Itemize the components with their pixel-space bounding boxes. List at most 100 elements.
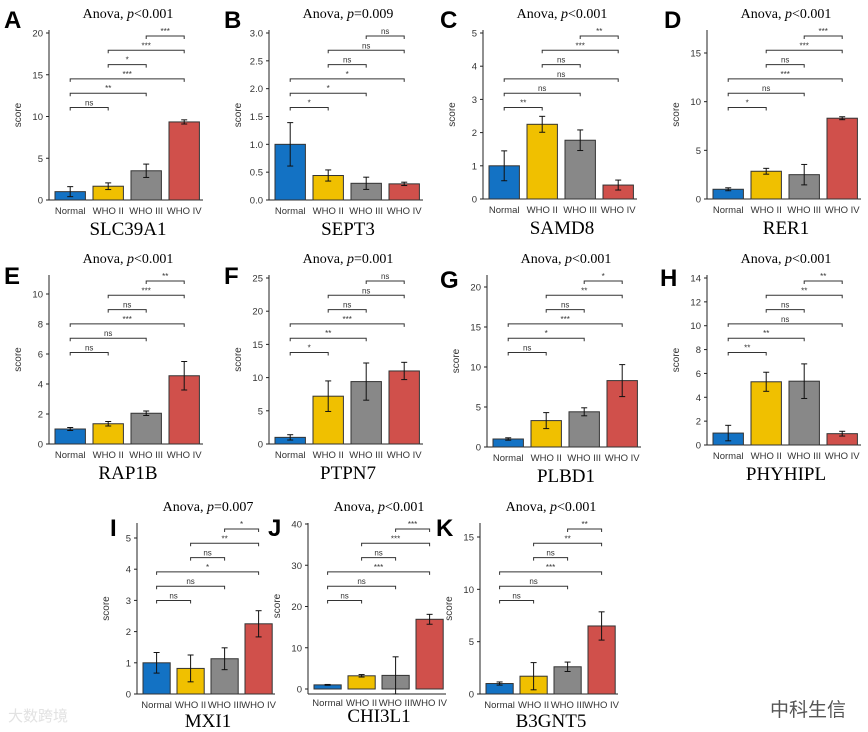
significance-bracket <box>765 49 843 54</box>
gene-name: SLC39A1 <box>89 219 166 240</box>
significance-label: * <box>126 56 129 65</box>
x-tick-label: Normal <box>275 450 306 461</box>
gene-name: CHI3L1 <box>347 706 410 727</box>
significance-bracket <box>365 35 405 39</box>
significance-label: *** <box>142 286 151 295</box>
y-tick-label: 30 <box>291 561 302 572</box>
significance-label: ns <box>781 301 789 310</box>
gene-name: PLBD1 <box>537 466 595 487</box>
significance-bracket <box>289 78 405 82</box>
y-tick-label: 10 <box>690 321 701 332</box>
bar-who-iv <box>388 183 420 201</box>
significance-label: ns <box>186 577 194 586</box>
y-tick-label: 2 <box>126 627 131 638</box>
significance-label: ns <box>546 549 554 558</box>
x-tick-label: WHO II <box>175 700 206 711</box>
significance-bracket <box>107 294 185 299</box>
title-prefix: Anova, <box>83 7 127 22</box>
y-tick-label: 5 <box>469 637 474 648</box>
y-axis-label: score <box>272 593 283 618</box>
y-tick-label: 3 <box>472 95 477 106</box>
bar-who-iii <box>553 666 582 695</box>
x-tick-label: Normal <box>489 205 520 216</box>
gene-name: MXI1 <box>185 711 231 732</box>
significance-label: * <box>746 99 749 108</box>
significance-bracket <box>69 92 147 97</box>
significance-label: ns <box>381 272 389 281</box>
significance-label: ** <box>325 329 331 338</box>
gene-name: SAMD8 <box>530 218 594 239</box>
panel-h: H Anova, p<0.001 0 2 4 6 8 10 12 14 score Normal WHO… <box>660 252 861 485</box>
significance-bracket <box>107 49 185 54</box>
significance-bracket <box>365 280 405 284</box>
significance-label: ns <box>781 56 789 65</box>
title-stat: <0.001 <box>557 500 596 515</box>
y-tick-label: 2 <box>472 128 477 139</box>
y-tick-label: 0.5 <box>250 168 263 179</box>
panel-title: Anova, p<0.001 <box>517 7 608 22</box>
panel-letter: K <box>436 515 454 542</box>
bar-who-iv <box>826 117 858 200</box>
x-tick-label: WHO II <box>93 206 124 217</box>
x-tick-label: WHO III <box>349 206 383 217</box>
x-tick-label: Normal <box>141 700 172 711</box>
y-tick-label: 5 <box>696 146 701 157</box>
panel-title: Anova, p<0.001 <box>83 252 174 267</box>
title-p: p <box>377 500 385 515</box>
significance-bracket <box>361 542 431 547</box>
significance-label: ** <box>581 286 587 295</box>
y-tick-label: 5 <box>472 29 477 40</box>
bar-who-iv <box>587 625 616 695</box>
y-tick-label: 3 <box>126 596 131 607</box>
significance-bracket <box>327 49 405 54</box>
significance-bracket <box>765 64 805 68</box>
panel-title: Anova, p<0.001 <box>521 252 612 267</box>
title-prefix: Anova, <box>741 7 785 22</box>
significance-bracket <box>327 309 367 313</box>
significance-bracket <box>727 352 767 356</box>
significance-bracket <box>727 337 805 342</box>
y-tick-label: 20 <box>32 29 43 40</box>
significance-bracket <box>327 64 367 68</box>
y-tick-label: 15 <box>470 323 481 334</box>
significance-label: ns <box>512 592 520 601</box>
title-p: p <box>126 7 134 22</box>
significance-bracket <box>327 585 397 590</box>
y-tick-label: 0 <box>297 685 302 696</box>
significance-bracket <box>156 600 192 604</box>
significance-label: *** <box>391 534 400 543</box>
y-tick-label: 5 <box>126 534 131 545</box>
significance-label: ** <box>763 329 769 338</box>
significance-bracket <box>361 557 397 561</box>
significance-bracket <box>69 337 147 342</box>
panel-title: Anova, p=0.007 <box>163 500 254 515</box>
significance-bracket <box>541 49 619 54</box>
title-stat: <0.001 <box>792 252 831 267</box>
panel-letter: G <box>440 267 459 294</box>
significance-label: *** <box>408 520 417 529</box>
significance-label: *** <box>546 563 555 572</box>
x-tick-label: WHO II <box>313 450 344 461</box>
y-tick-label: 10 <box>32 290 43 301</box>
significance-label: * <box>327 84 330 93</box>
panel-letter: J <box>268 515 281 542</box>
x-tick-label: WHO IV <box>825 451 860 462</box>
y-axis-label: score <box>451 348 462 373</box>
x-tick-label: Normal <box>312 698 343 709</box>
panel-b: B Anova, p=0.009 0.0 0.5 1.0 1.5 2.0 2.5 3.0 scor… <box>224 7 423 240</box>
significance-bracket <box>156 571 260 575</box>
significance-bracket <box>579 35 619 39</box>
x-tick-label: WHO IV <box>387 450 422 461</box>
y-tick-label: 10 <box>470 363 481 374</box>
y-tick-label: 0 <box>696 195 701 206</box>
panel-letter: D <box>664 7 681 34</box>
y-tick-label: 2.0 <box>250 84 263 95</box>
y-tick-label: 4 <box>696 393 701 404</box>
x-tick-label: WHO IV <box>584 700 619 711</box>
significance-bracket <box>507 337 585 342</box>
significance-label: ** <box>801 286 807 295</box>
y-tick-label: 10 <box>32 112 43 123</box>
y-tick-label: 5 <box>258 406 263 417</box>
y-tick-label: 0.0 <box>250 196 263 207</box>
